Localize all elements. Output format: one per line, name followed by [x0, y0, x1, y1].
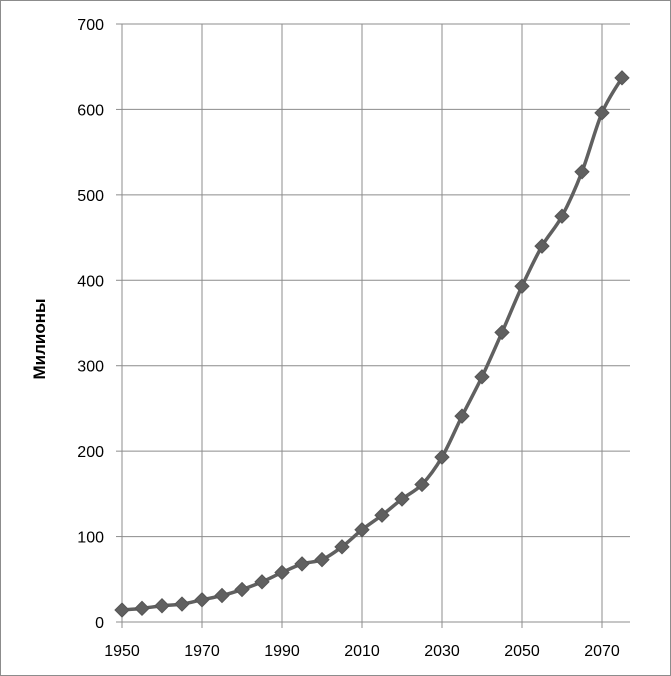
data-point-marker — [474, 369, 490, 385]
data-point-marker — [294, 556, 310, 572]
x-tick-label: 1970 — [184, 643, 220, 660]
data-point-marker — [254, 574, 270, 590]
data-point-marker — [434, 449, 450, 465]
data-point-marker — [534, 238, 550, 254]
y-axis-title: Милионы — [30, 298, 49, 379]
y-tick-label: 100 — [77, 530, 104, 547]
y-tick-label: 0 — [95, 615, 104, 632]
x-tick-label: 2030 — [424, 643, 460, 660]
y-tick-label: 500 — [77, 188, 104, 205]
data-point-marker — [234, 581, 250, 598]
data-point-marker — [614, 70, 630, 86]
data-point-marker — [354, 522, 370, 538]
x-tick-label: 2070 — [584, 643, 620, 660]
series-line — [121, 76, 624, 612]
y-tick-label: 200 — [77, 444, 104, 461]
grid-lines — [121, 23, 630, 622]
data-point-marker — [154, 598, 170, 614]
data-point-marker — [394, 491, 410, 507]
data-point-marker — [554, 208, 570, 224]
y-tick-label: 600 — [77, 102, 104, 119]
data-point-marker — [574, 164, 590, 180]
axes — [116, 23, 630, 628]
data-point-marker — [194, 592, 210, 608]
data-point-marker — [594, 105, 610, 121]
data-point-marker — [214, 587, 230, 604]
y-tick-label: 300 — [77, 359, 104, 376]
data-point-marker — [514, 278, 530, 294]
y-tick-label: 700 — [77, 17, 104, 34]
data-point-marker — [114, 602, 130, 618]
data-point-marker — [274, 564, 290, 581]
tick-labels: 0 100 200 300 400 500 600 700 1950 1970 1990 2010 20… — [77, 17, 620, 660]
data-point-marker — [494, 324, 510, 341]
data-point-marker — [174, 596, 190, 612]
series-layer — [114, 70, 630, 618]
x-tick-label: 1950 — [104, 643, 140, 660]
data-point-marker — [374, 507, 390, 523]
data-point-marker — [414, 476, 430, 493]
x-tick-label: 2010 — [344, 643, 380, 660]
data-point-marker — [314, 551, 330, 568]
y-tick-label: 400 — [77, 273, 104, 290]
x-tick-label: 2050 — [504, 643, 540, 660]
data-point-marker — [454, 408, 470, 424]
data-point-marker — [334, 539, 350, 555]
x-tick-label: 1990 — [264, 643, 300, 660]
data-point-marker — [134, 600, 150, 617]
